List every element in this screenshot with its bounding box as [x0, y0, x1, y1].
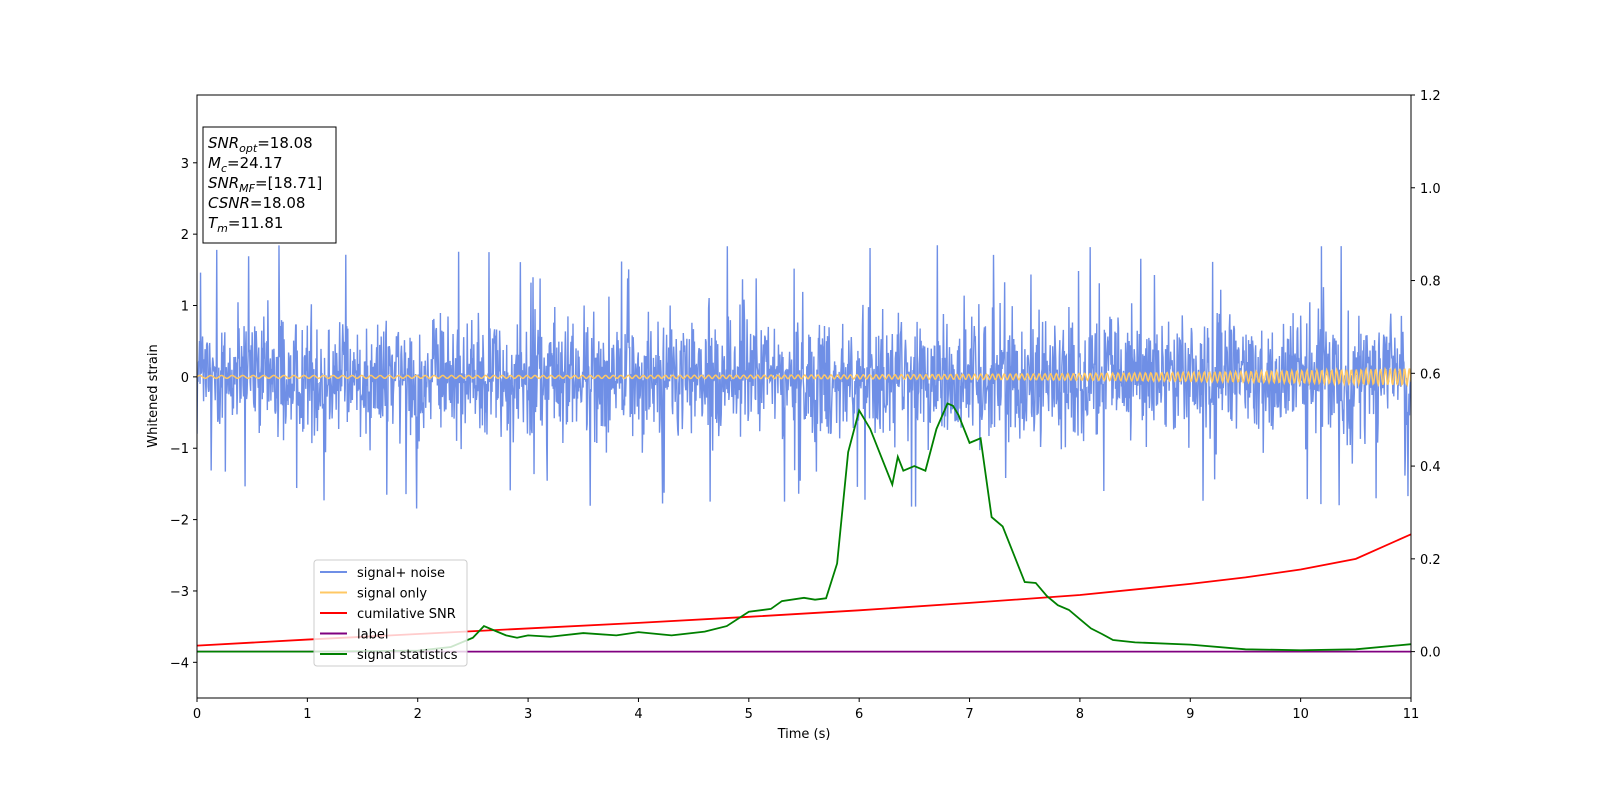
legend-label: signal statistics — [357, 648, 458, 663]
y-tick-label: −3 — [170, 585, 189, 600]
x-tick-label: 7 — [965, 707, 973, 722]
y2-tick-label: 0.8 — [1420, 275, 1441, 290]
info-box-line: SNRMF=[18.71] — [208, 174, 322, 195]
y-tick-label: 3 — [181, 157, 189, 172]
x-axis: 0 1 2 3 4 5 6 7 8 9 10 11 — [193, 698, 1419, 722]
x-axis-label: Time (s) — [777, 727, 831, 742]
x-tick-label: 6 — [855, 707, 863, 722]
y-axis-label: Whitened strain — [146, 344, 161, 447]
info-box-line: Tm=11.81 — [208, 214, 283, 235]
legend-label: signal+ noise — [357, 566, 445, 581]
info-box-line: SNRopt=18.08 — [208, 134, 313, 155]
x-tick-label: 5 — [745, 707, 753, 722]
info-box-frame — [202, 126, 337, 244]
x-tick-label: 8 — [1076, 707, 1084, 722]
left-axis: −4 −3 −2 −1 0 1 2 3 — [170, 157, 197, 671]
y-tick-label: 1 — [181, 300, 189, 315]
series-signal-statistics — [197, 402, 1411, 653]
info-box-line: Mc=24.17 — [208, 154, 283, 175]
x-tick-label: 1 — [303, 707, 311, 722]
legend-label: signal only — [357, 587, 427, 602]
legend-label: cumilative SNR — [357, 607, 456, 622]
y-tick-label: −4 — [170, 656, 189, 671]
x-tick-label: 3 — [524, 707, 532, 722]
x-tick-label: 2 — [414, 707, 422, 722]
info-box: SNRopt=18.08Mc=24.17SNRMF=[18.71]CSNR=18… — [202, 126, 337, 244]
y-tick-label: 0 — [181, 371, 189, 386]
legend-label: label — [357, 628, 388, 643]
y-tick-label: 2 — [181, 228, 189, 243]
y2-tick-label: 0.0 — [1420, 646, 1441, 661]
x-tick-label: 10 — [1292, 707, 1309, 722]
x-tick-label: 11 — [1403, 707, 1420, 722]
plot-frame — [196, 94, 1412, 699]
x-tick-label: 9 — [1186, 707, 1194, 722]
series-signal-only — [197, 366, 1411, 388]
right-axis: 0.0 0.2 0.4 0.6 0.8 1.0 1.2 — [1411, 89, 1441, 661]
y2-tick-label: 0.4 — [1420, 460, 1441, 475]
y-tick-label: −2 — [170, 514, 189, 529]
info-box-line: CSNR=18.08 — [208, 194, 305, 212]
series-signal-noise — [197, 245, 1411, 509]
y2-tick-label: 1.0 — [1420, 182, 1441, 197]
x-tick-label: 0 — [193, 707, 201, 722]
y2-tick-label: 1.2 — [1420, 89, 1441, 104]
y2-tick-label: 0.6 — [1420, 367, 1441, 382]
legend: signal+ noise signal only cumilative SNR la… — [313, 559, 468, 667]
y-tick-label: −1 — [170, 442, 189, 457]
x-tick-label: 4 — [634, 707, 642, 722]
y2-tick-label: 0.2 — [1420, 553, 1441, 568]
legend-frame — [313, 559, 468, 667]
